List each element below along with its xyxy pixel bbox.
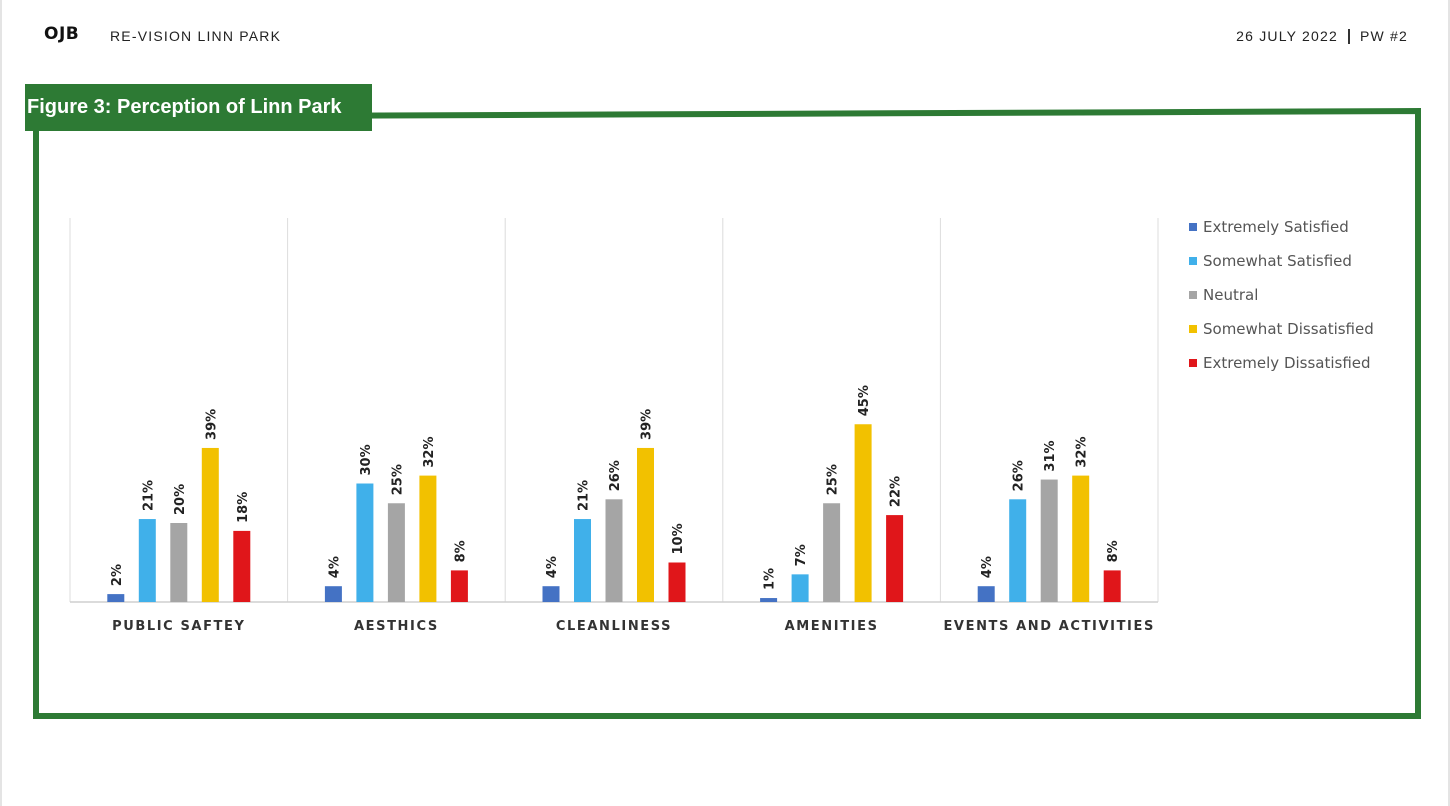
bar-extremely-dissatisfied-amenities (886, 515, 904, 602)
legend-label-extremely-satisfied: Extremely Satisfied (1203, 218, 1349, 236)
legend-label-somewhat-dissatisfied: Somewhat Dissatisfied (1203, 320, 1374, 338)
legend-swatch-somewhat-dissatisfied (1189, 325, 1197, 333)
bar-somewhat-dissatisfied-cleanliness (637, 447, 654, 602)
data-label: 7% (794, 544, 809, 566)
bar-somewhat-satisfied-aesthics (356, 483, 374, 602)
bar-somewhat-dissatisfied-amenities (854, 424, 872, 602)
data-label: 30% (359, 444, 374, 475)
data-label: 4% (545, 556, 560, 578)
figure-border (33, 107, 1421, 719)
data-label: 4% (327, 556, 342, 578)
bar-neutral-cleanliness (605, 499, 623, 602)
legend-swatch-neutral (1189, 291, 1197, 299)
category-label: AESTHICS (354, 619, 439, 634)
data-label: 1% (763, 568, 778, 590)
bar-extremely-satisfied-cleanliness (542, 586, 560, 602)
bar-extremely-satisfied-aesthics (324, 586, 342, 602)
data-label: 8% (1106, 540, 1121, 562)
data-label: 20% (173, 484, 188, 515)
category-label: PUBLIC SAFTEY (112, 619, 245, 634)
bar-somewhat-dissatisfied-public-saftey (201, 447, 219, 602)
bar-extremely-dissatisfied-aesthics (450, 570, 468, 602)
data-label: 22% (889, 476, 904, 507)
bar-somewhat-satisfied-public-saftey (138, 519, 156, 602)
report-date: 26 JULY 2022 (1236, 28, 1338, 44)
meta-divider (1347, 28, 1350, 44)
data-label: 21% (141, 480, 156, 511)
legend-swatch-extremely-satisfied (1189, 223, 1197, 231)
header-bar: OJB RE-VISION LINN PARK 26 JULY 2022 PW … (0, 0, 1450, 70)
bar-extremely-dissatisfied-public-saftey (233, 530, 251, 602)
data-label: 32% (422, 436, 437, 467)
data-label: 31% (1043, 440, 1058, 471)
bar-extremely-dissatisfied-cleanliness (668, 562, 686, 602)
legend-label-extremely-dissatisfied: Extremely Dissatisfied (1203, 354, 1371, 372)
legend-label-neutral: Neutral (1203, 286, 1258, 304)
data-label: 10% (671, 523, 686, 554)
bar-neutral-public-saftey (170, 523, 188, 602)
legend-label-somewhat-satisfied: Somewhat Satisfied (1203, 252, 1352, 270)
legend-swatch-extremely-dissatisfied (1189, 359, 1197, 367)
bar-somewhat-satisfied-events-and-activities (1009, 499, 1027, 602)
page-edge-left (0, 0, 2, 806)
bar-extremely-satisfied-events-and-activities (977, 586, 995, 602)
category-label: AMENITIES (785, 619, 879, 634)
bar-somewhat-dissatisfied-events-and-activities (1072, 475, 1090, 602)
logo: OJB (44, 24, 80, 44)
data-label: 25% (390, 464, 405, 495)
bar-neutral-aesthics (387, 503, 405, 602)
bar-neutral-events-and-activities (1040, 479, 1058, 602)
bar-somewhat-dissatisfied-aesthics (419, 475, 437, 602)
data-label: 32% (1075, 436, 1090, 467)
category-label: EVENTS AND ACTIVITIES (943, 619, 1154, 634)
page-number: PW #2 (1359, 28, 1408, 44)
bar-extremely-satisfied-amenities (760, 598, 778, 602)
data-label: 39% (204, 409, 219, 440)
figure-title: Figure 3: Perception of Linn Park (25, 84, 372, 131)
data-label: 2% (110, 564, 125, 586)
data-label: 8% (453, 540, 468, 562)
category-label: CLEANLINESS (556, 619, 672, 634)
data-label: 26% (1012, 460, 1027, 491)
data-label: 4% (980, 556, 995, 578)
data-label: 25% (826, 464, 841, 495)
data-label: 45% (857, 385, 872, 416)
header-meta: 26 JULY 2022 PW #2 (1236, 28, 1408, 44)
data-label: 18% (236, 492, 251, 523)
bar-extremely-dissatisfied-events-and-activities (1103, 570, 1121, 602)
bar-extremely-satisfied-public-saftey (107, 594, 125, 602)
page-edge-right (1448, 0, 1450, 806)
bar-somewhat-satisfied-amenities (791, 574, 809, 602)
bar-neutral-amenities (823, 503, 841, 602)
legend-swatch-somewhat-satisfied (1189, 257, 1197, 265)
data-label: 21% (577, 480, 592, 511)
data-label: 26% (608, 460, 623, 491)
project-title: RE-VISION LINN PARK (110, 28, 282, 44)
data-label: 39% (640, 409, 655, 440)
bar-somewhat-satisfied-cleanliness (574, 519, 591, 602)
